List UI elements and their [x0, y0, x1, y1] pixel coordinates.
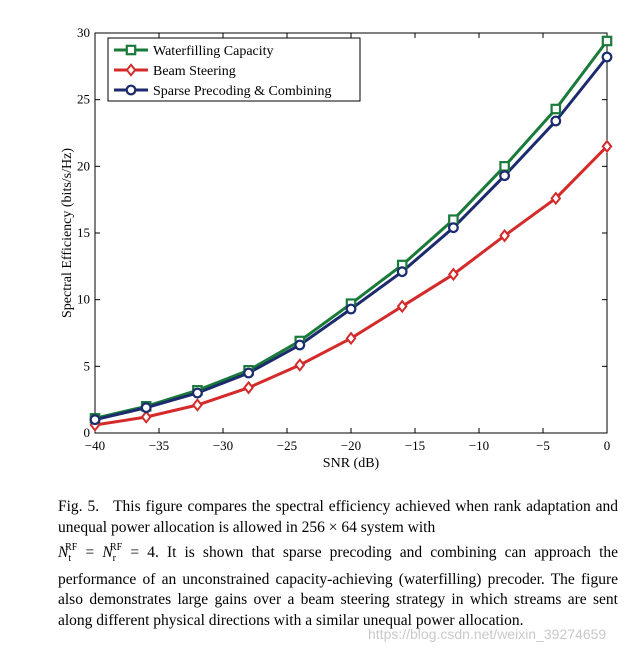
data-point-s2-1	[140, 402, 152, 414]
y-tick-label: 15	[77, 225, 90, 240]
spectral-efficiency-chart: −40 −35 −30 −25 −20 −15 −10 −5 0 0 5 10 15 20 25 30 Wat…	[60, 25, 613, 471]
x-tick-label: −20	[341, 438, 361, 453]
legend-marker-1	[125, 63, 137, 77]
data-point-s0-10	[601, 35, 613, 47]
x-tick-label: −40	[85, 438, 105, 453]
data-point-s2-7	[448, 222, 459, 234]
axis-ticks: −40 −35 −30 −25 −20 −15 −10 −5 0 0 5 10 15 20 25 30	[77, 25, 610, 453]
watermark: https://blog.csdn.net/weixin_39274659	[368, 626, 607, 642]
data-point-s1-8	[499, 228, 511, 243]
y-tick-label: 30	[77, 25, 90, 40]
caption-equation: NtRF = NrRF = 4.	[58, 542, 159, 564]
x-tick-label: −30	[213, 438, 233, 453]
data-point-s2-6	[396, 266, 408, 278]
data-point-s1-3	[243, 380, 255, 395]
x-tick-label: −15	[405, 438, 425, 453]
data-point-s2-3	[243, 367, 255, 379]
x-tick-label: 0	[604, 438, 611, 453]
figure-caption: Fig. 5. This figure compares the spectral…	[58, 497, 618, 631]
data-point-s2-0	[89, 414, 101, 426]
data-point-s2-10	[601, 51, 613, 63]
data-point-s1-7	[447, 267, 459, 282]
series-line-1	[94, 145, 609, 427]
caption-part2: It is shown that sparse precoding and co…	[58, 544, 619, 629]
figure-label: Fig. 5.	[58, 498, 100, 515]
y-tick-label: 5	[84, 358, 91, 373]
legend-label-0: Waterfilling Capacity	[153, 44, 274, 59]
legend-marker-2	[125, 84, 137, 96]
data-point-s2-4	[294, 339, 306, 351]
data-point-s1-2	[191, 398, 203, 412]
y-tick-label: 20	[77, 158, 90, 173]
x-axis-label: SNR (dB)	[323, 456, 380, 471]
x-tick-label: −35	[149, 438, 169, 453]
data-point-s0-9	[550, 103, 562, 115]
y-tick-label: 10	[77, 292, 90, 307]
series-markers	[89, 35, 613, 432]
y-axis-label: Spectral Efficiency (bits/s/Hz)	[60, 148, 75, 318]
x-tick-label: −5	[536, 438, 550, 453]
data-point-s2-9	[550, 115, 562, 127]
legend-marker-0	[125, 44, 137, 56]
series-line-2	[94, 56, 609, 422]
legend-label-1: Beam Steering	[153, 64, 236, 79]
data-point-s1-4	[294, 358, 306, 372]
y-tick-label: 25	[77, 92, 90, 107]
data-point-s2-8	[499, 170, 511, 182]
legend-label-2: Sparse Precoding & Combining	[153, 84, 332, 99]
data-point-s2-5	[345, 303, 357, 315]
data-point-s1-5	[345, 331, 357, 346]
caption-part1: This figure compares the spectral effici…	[58, 498, 619, 536]
data-point-s1-6	[396, 299, 408, 314]
y-tick-label: 0	[84, 425, 91, 440]
x-tick-label: −10	[469, 438, 489, 453]
data-point-s1-9	[550, 191, 562, 206]
legend: Waterfilling Capacity Beam Steering Sparse…	[107, 37, 361, 102]
data-point-s0-8	[499, 161, 510, 172]
data-point-s1-1	[140, 410, 152, 424]
x-tick-label: −25	[277, 438, 297, 453]
data-point-s1-10	[601, 139, 613, 154]
legend-box	[107, 37, 361, 102]
data-point-s2-2	[191, 387, 203, 399]
